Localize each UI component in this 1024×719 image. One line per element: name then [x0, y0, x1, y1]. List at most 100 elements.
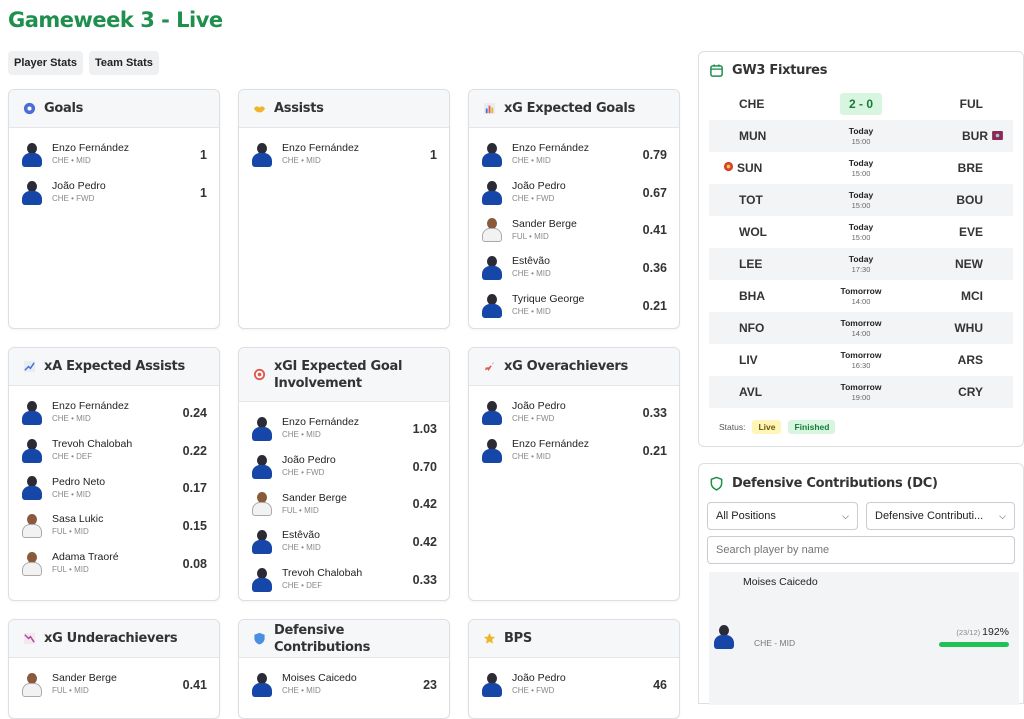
home-team: TOT	[739, 193, 806, 207]
fixture-row[interactable]: AVL Tomorrow 19:00 CRY	[709, 376, 1013, 408]
player-avatar	[21, 438, 43, 464]
stat-select[interactable]: Defensive Contributi... ⌵	[866, 502, 1015, 530]
player-avatar	[251, 454, 273, 480]
stat-value: 0.21	[642, 443, 667, 458]
player-info: João Pedro CHE • FWD	[512, 672, 653, 697]
stat-row[interactable]: Pedro Neto CHE • MID 0.17	[9, 469, 219, 507]
stat-row[interactable]: João Pedro CHE • FWD 0.67	[469, 174, 679, 212]
player-avatar	[21, 142, 43, 168]
fixture-row[interactable]: TOT Today 15:00 BOU	[709, 184, 1013, 216]
card-title: xG Overachievers	[504, 359, 628, 374]
fixture-row[interactable]: NFO Tomorrow 14:00 WHU	[709, 312, 1013, 344]
player-meta: CHE • MID	[282, 686, 321, 696]
fixture-row[interactable]: SUN Today 15:00 BRE	[709, 152, 1013, 184]
player-avatar	[481, 217, 503, 243]
player-avatar	[251, 416, 273, 442]
fixture-row[interactable]: WOL Today 15:00 EVE	[709, 216, 1013, 248]
card-xg-overachievers: xG Overachievers João Pedro CHE • FWD 0.33 E…	[468, 347, 680, 601]
away-team: EVE	[916, 225, 983, 239]
stat-row[interactable]: Trevoh Chalobah CHE • DEF 0.22	[9, 432, 219, 470]
away-team: BRE	[916, 161, 983, 175]
stat-row[interactable]: Adama Traoré FUL • MID 0.08	[9, 545, 219, 583]
chevron-down-icon: ⌵	[999, 510, 1006, 521]
team-crest-icon	[723, 161, 734, 175]
target-icon	[253, 368, 266, 381]
fixture-day: Today	[848, 253, 874, 264]
stat-row[interactable]: Enzo Fernández CHE • MID 0.24	[9, 394, 219, 432]
card-bps: BPS João Pedro CHE • FWD 46	[468, 619, 680, 719]
stat-row[interactable]: Enzo Fernández CHE • MID 0.21	[469, 432, 679, 470]
stat-row[interactable]: Tyrique George CHE • MID 0.21	[469, 287, 679, 325]
stat-row[interactable]: Moises Caicedo CHE • MID 23	[239, 666, 449, 704]
stat-row[interactable]: Sander Berge FUL • MID 0.41	[469, 211, 679, 249]
stat-value: 23	[423, 677, 437, 692]
player-search-input[interactable]	[707, 536, 1015, 564]
stat-row[interactable]: Enzo Fernández CHE • MID 1	[9, 136, 219, 174]
stat-row[interactable]: Enzo Fernández CHE • MID 1	[239, 136, 449, 174]
player-avatar	[481, 400, 503, 426]
fixture-row[interactable]: LEE Today 17:30 NEW	[709, 248, 1013, 280]
player-avatar	[481, 180, 503, 206]
player-info: João Pedro CHE • FWD	[512, 400, 643, 425]
stat-row[interactable]: João Pedro CHE • FWD 0.70	[239, 448, 449, 486]
player-name: Enzo Fernández	[52, 400, 130, 413]
away-team: MCI	[916, 289, 983, 303]
dc-player-item[interactable]: Moises Caicedo CHE - MID (23/12) 192%	[709, 572, 1019, 705]
stat-value: 0.08	[182, 556, 207, 571]
card-header: Goals	[9, 90, 219, 128]
fixture-day: Today	[848, 221, 874, 232]
stat-value: 0.42	[412, 534, 437, 549]
stat-row[interactable]: Estêvão CHE • MID 0.42	[239, 523, 449, 561]
player-info: Trevoh Chalobah CHE • DEF	[282, 567, 413, 592]
player-avatar	[481, 255, 503, 281]
stat-row[interactable]: Sander Berge FUL • MID 0.42	[239, 485, 449, 523]
stat-list: Enzo Fernández CHE • MID 1	[239, 128, 449, 174]
player-info: Enzo Fernández CHE • MID	[282, 142, 430, 167]
tab-team-stats[interactable]: Team Stats	[88, 51, 159, 75]
stat-row[interactable]: Sander Berge FUL • MID 0.41	[9, 666, 219, 704]
fixture-row[interactable]: LIV Tomorrow 16:30 ARS	[709, 344, 1013, 376]
home-team-name: WOL	[739, 225, 767, 239]
stat-value: 0.17	[182, 481, 207, 496]
stat-row[interactable]: João Pedro CHE • FWD 46	[469, 666, 679, 704]
stat-value: 1.03	[412, 421, 437, 436]
stat-list: Sander Berge FUL • MID 0.41	[9, 658, 219, 704]
fixture-day: Tomorrow	[840, 317, 882, 328]
fixture-time: 14:00	[851, 328, 871, 338]
stat-row[interactable]: Estêvão CHE • MID 0.36	[469, 249, 679, 287]
stat-row[interactable]: Enzo Fernández CHE • MID 0.79	[469, 136, 679, 174]
handshake-icon	[253, 102, 266, 115]
player-avatar	[251, 142, 273, 168]
fixture-row[interactable]: CHE 2 - 0 FUL	[709, 88, 1013, 120]
stat-row[interactable]: Enzo Fernández CHE • MID 1.03	[239, 410, 449, 448]
stat-row[interactable]: Sasa Lukic FUL • MID 0.15	[9, 507, 219, 545]
dc-percent: (23/12) 192%	[956, 626, 1009, 638]
position-select[interactable]: All Positions ⌵	[707, 502, 858, 530]
player-info: Enzo Fernández CHE • MID	[282, 416, 413, 441]
player-name: Enzo Fernández	[52, 142, 130, 155]
dc-progress-bar	[939, 642, 1009, 647]
player-name: Trevoh Chalobah	[52, 438, 133, 451]
fixture-time: 17:30	[851, 264, 871, 274]
away-team-name: ARS	[957, 353, 983, 367]
fixture-row[interactable]: MUN Today 15:00 BUR	[709, 120, 1013, 152]
card-title: Goals	[44, 101, 84, 116]
stat-list: Moises Caicedo CHE • MID 23	[239, 658, 449, 704]
fixtures-title: GW3 Fixtures	[732, 62, 828, 78]
player-meta: CHE • MID	[512, 269, 551, 279]
player-name: Adama Traoré	[52, 551, 119, 564]
tab-player-stats[interactable]: Player Stats	[8, 51, 83, 75]
status-finished-badge: Finished	[788, 420, 836, 434]
fixture-row[interactable]: BHA Tomorrow 14:00 MCI	[709, 280, 1013, 312]
shield-icon	[710, 476, 723, 491]
fixture-status: Tomorrow 19:00	[806, 382, 916, 403]
stat-row[interactable]: João Pedro CHE • FWD 1	[9, 174, 219, 212]
fixture-status: Today 15:00	[806, 222, 916, 243]
player-meta: FUL • MID	[52, 565, 89, 575]
player-meta: CHE • MID	[282, 543, 321, 553]
stat-value: 0.67	[642, 185, 667, 200]
trend-up-icon	[23, 360, 36, 373]
stat-row[interactable]: João Pedro CHE • FWD 0.33	[469, 394, 679, 432]
stat-row[interactable]: Trevoh Chalobah CHE • DEF 0.33	[239, 561, 449, 599]
player-avatar	[481, 293, 503, 319]
